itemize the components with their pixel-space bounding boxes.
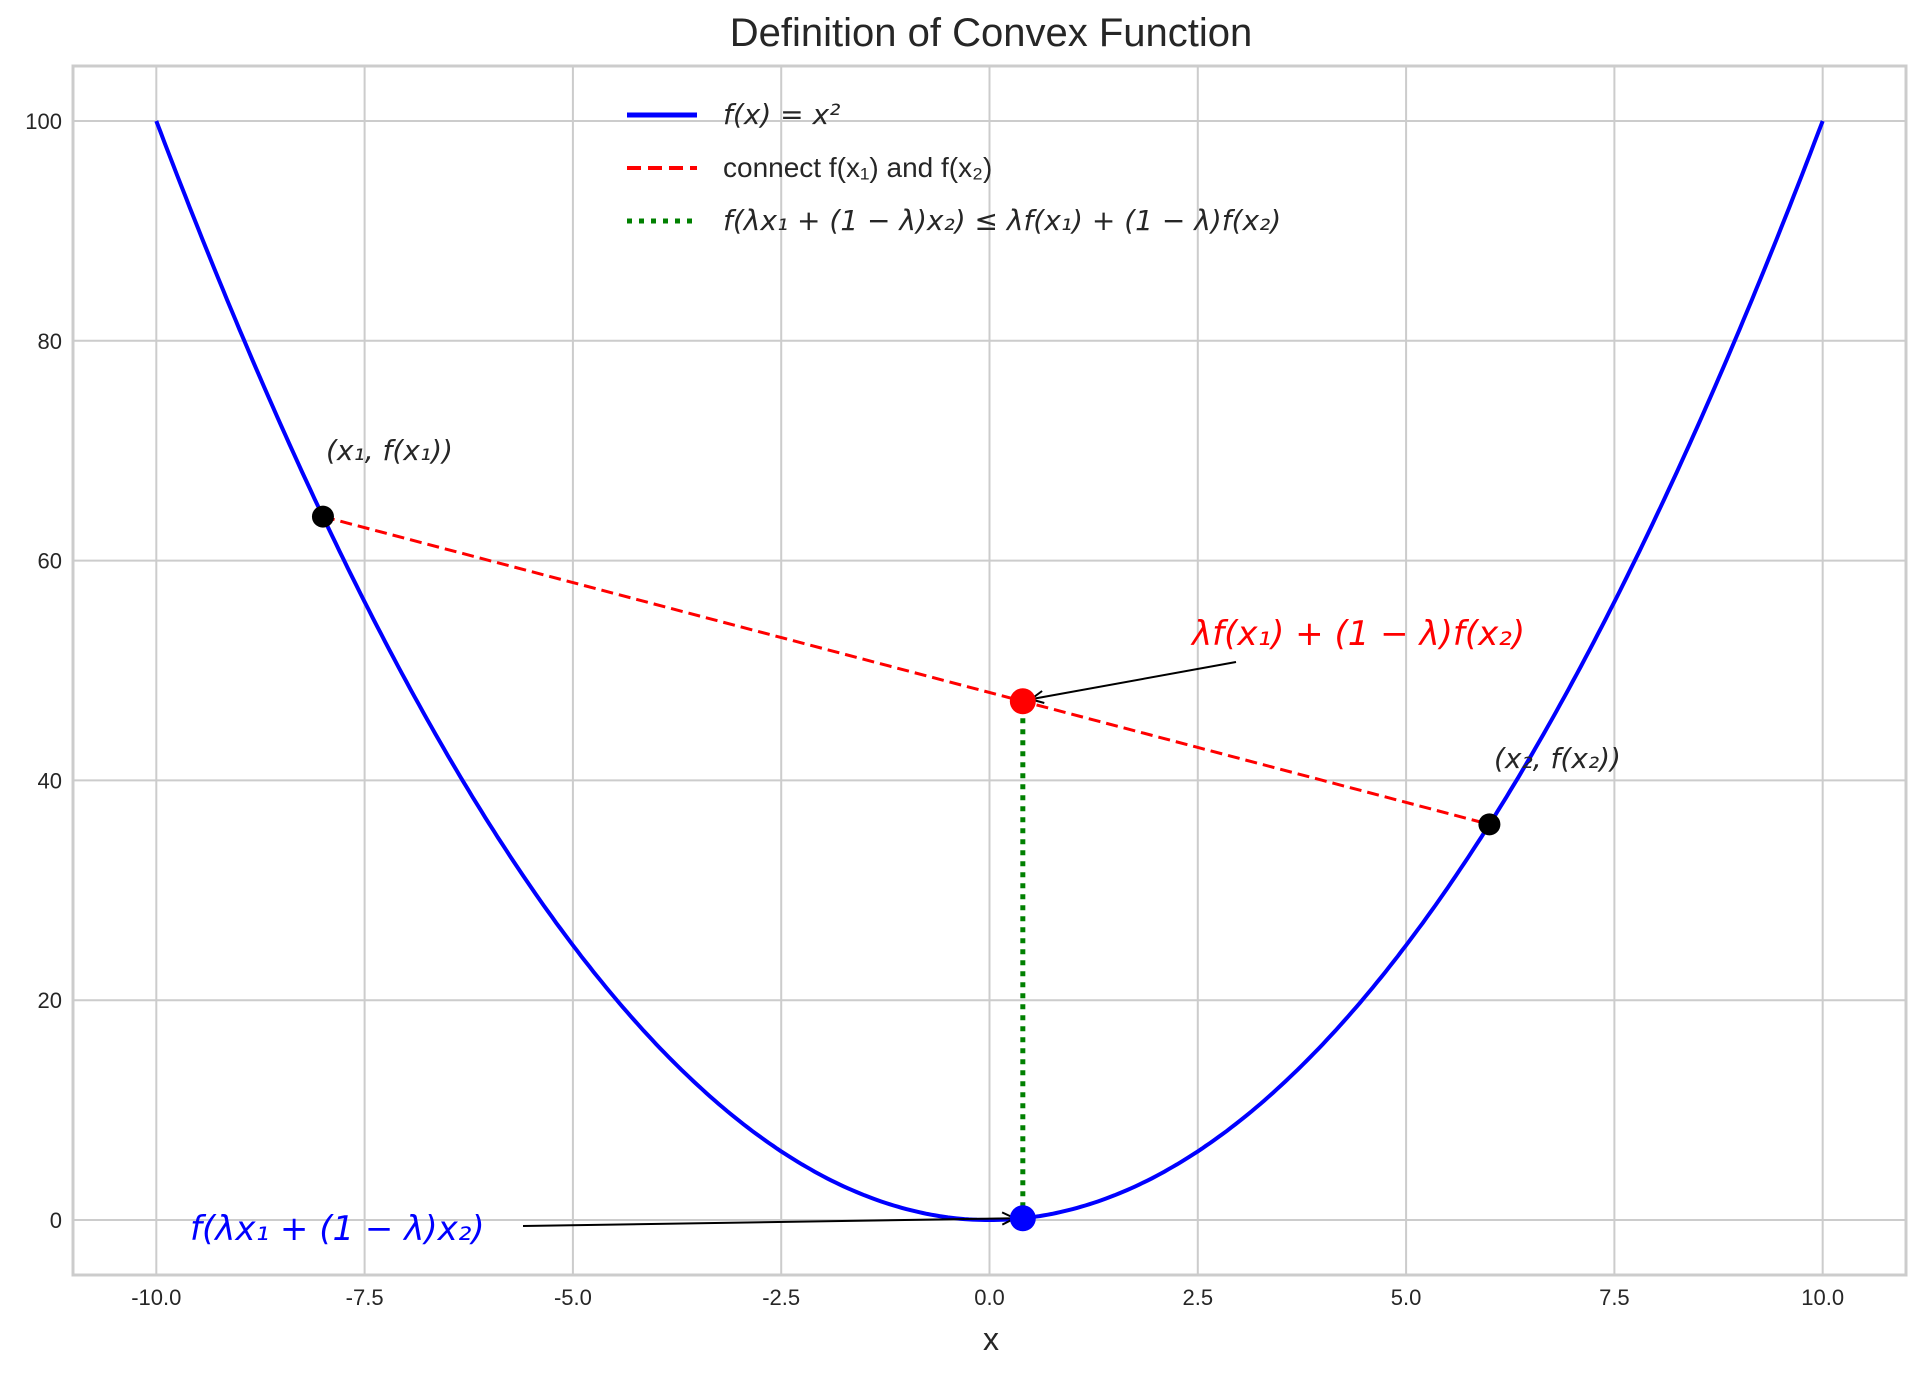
annotation-function-value: f(λx₁ + (1 − λ)x₂) — [190, 1209, 485, 1249]
point-x1 — [311, 505, 334, 528]
legend-label-inequality: f(λx₁ + (1 − λ)x₂) ≤ λf(x₁) + (1 − λ)f(x… — [723, 204, 1281, 237]
point-function-value — [1009, 1205, 1036, 1232]
y-tick-labels: 0 20 40 60 80 100 — [25, 109, 62, 1233]
x-tick-label: -10.0 — [131, 1285, 181, 1310]
x-tick-label: 2.5 — [1182, 1285, 1213, 1310]
x-tick-label: -2.5 — [762, 1285, 800, 1310]
annotation-chord-value: λf(x₁) + (1 − λ)f(x₂) — [1190, 614, 1525, 654]
y-tick-label: 60 — [38, 549, 62, 574]
arrow-chord-value — [1030, 661, 1237, 701]
chart-title: Definition of Convex Function — [730, 11, 1253, 55]
x-tick-labels: -10.0 -7.5 -5.0 -2.5 0.0 2.5 5.0 7.5 10.0 — [131, 1285, 1844, 1310]
legend-label-parabola: f(x) = x² — [723, 98, 840, 131]
legend-label-chord: connect f(x₁) and f(x₂) — [723, 152, 992, 183]
y-tick-label: 0 — [50, 1208, 62, 1233]
point-x2 — [1478, 813, 1501, 836]
y-tick-label: 40 — [38, 768, 62, 793]
arrow-function-value — [522, 1217, 1015, 1227]
annotation-x2: (x₂, f(x₂)) — [1494, 742, 1621, 775]
y-tick-label: 20 — [38, 988, 62, 1013]
x-tick-label: 7.5 — [1599, 1285, 1630, 1310]
parabola-line — [154, 120, 1825, 1222]
data-marks — [154, 120, 1825, 1232]
annotation-x1: (x₁, f(x₁)) — [326, 434, 453, 467]
x-tick-label: 10.0 — [1801, 1285, 1844, 1310]
y-tick-label: 100 — [25, 109, 62, 134]
x-axis-label: x — [983, 1321, 999, 1357]
x-tick-label: 5.0 — [1391, 1285, 1422, 1310]
x-tick-label: 0.0 — [974, 1285, 1005, 1310]
point-chord-value — [1009, 688, 1036, 715]
chord-line — [322, 515, 1490, 826]
x-tick-label: -7.5 — [346, 1285, 384, 1310]
legend: f(x) = x² connect f(x₁) and f(x₂) f(λx₁ … — [627, 98, 1281, 237]
x-tick-label: -5.0 — [554, 1285, 592, 1310]
y-tick-label: 80 — [38, 329, 62, 354]
